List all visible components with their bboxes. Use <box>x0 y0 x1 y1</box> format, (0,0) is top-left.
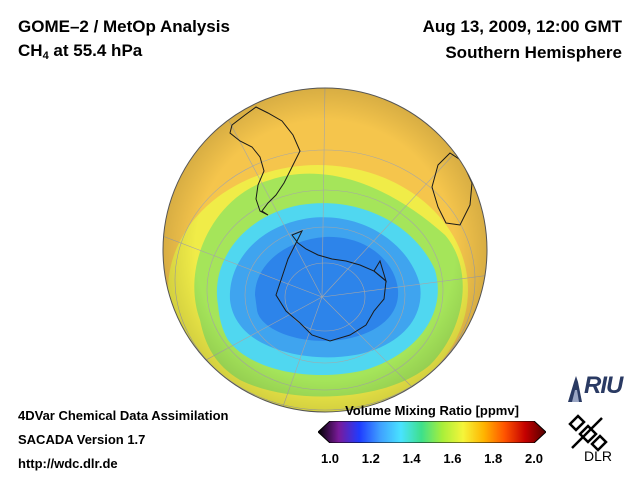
colorbar-tick-label: 1.2 <box>361 451 380 466</box>
colorbar-tick-label: 1.4 <box>402 451 421 466</box>
colorbar-ramp <box>318 421 546 443</box>
riu-logo-text: RIU <box>584 372 623 399</box>
dlr-logo-diamond <box>568 414 586 432</box>
map-title: GOME–2 / MetOp Analysis CH4 at 55.4 hPa <box>18 17 230 62</box>
colorbar-tick-label: 1.0 <box>320 451 340 466</box>
title-line-2: CH4 at 55.4 hPa <box>18 41 230 62</box>
footer-credits: 4DVar Chemical Data Assimilation SACADA … <box>18 404 229 476</box>
dlr-logo-mark <box>568 414 608 452</box>
dlr-logo-diamond <box>578 424 598 444</box>
colorbar-tick-label: 1.6 <box>443 451 462 466</box>
map-timestamp: Aug 13, 2009, 12:00 GMT Southern Hemisph… <box>423 17 622 63</box>
title-line-1: GOME–2 / MetOp Analysis <box>18 17 230 36</box>
colorbar-tick-label: 1.8 <box>484 451 503 466</box>
globe-shading <box>163 88 487 412</box>
colorbar <box>318 421 546 443</box>
colorbar-title: Volume Mixing Ratio [ppmv] <box>345 403 519 418</box>
footer-line-1: 4DVar Chemical Data Assimilation <box>18 408 229 423</box>
riu-logo-graphic <box>568 376 582 402</box>
globe-outline <box>162 87 488 413</box>
dlr-logo-stroke <box>571 417 603 449</box>
footer-link[interactable]: http://wdc.dlr.de <box>18 456 118 471</box>
dlr-logo-diamond <box>590 434 608 452</box>
date-label: Aug 13, 2009, 12:00 GMT <box>422 17 622 36</box>
region-label: Southern Hemisphere <box>445 43 622 62</box>
globe-map <box>162 87 488 413</box>
riu-logo-mark <box>568 376 582 402</box>
dlr-logo-text: DLR <box>584 448 613 464</box>
pressure-level: at 55.4 hPa <box>48 41 143 60</box>
footer-line-2: SACADA Version 1.7 <box>18 432 146 447</box>
riu-logo-accent <box>572 390 579 402</box>
species-subscript: 4 <box>42 50 49 62</box>
colorbar-ticks: 1.0 1.2 1.4 1.6 1.8 2.0 <box>318 451 546 467</box>
colorbar-tick-label: 2.0 <box>524 451 544 466</box>
species-formula: CH <box>18 41 43 60</box>
